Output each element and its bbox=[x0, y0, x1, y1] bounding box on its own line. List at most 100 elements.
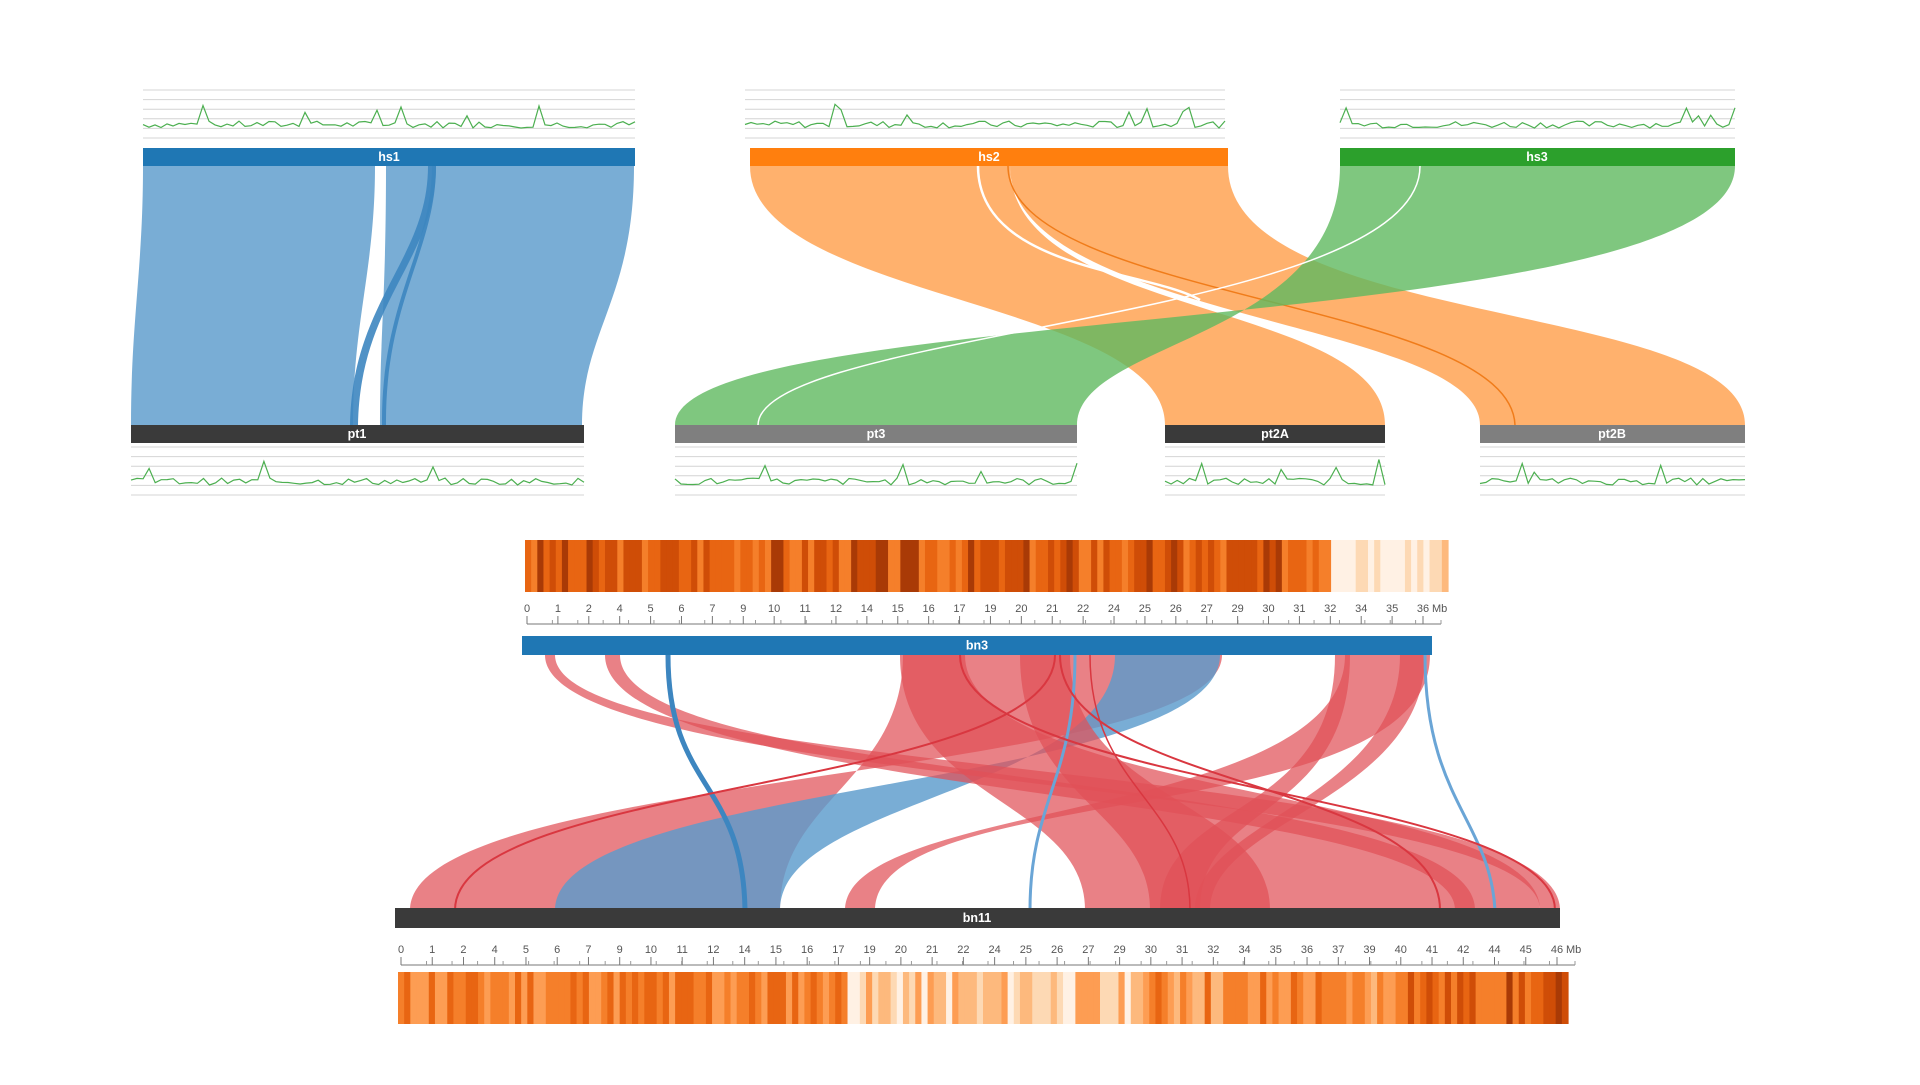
axis-tick-label: 1 bbox=[429, 944, 435, 956]
heatmap-cell bbox=[1017, 540, 1025, 592]
heatmap-cell bbox=[459, 972, 467, 1024]
heatmap-cell bbox=[822, 972, 830, 1024]
heatmap-cell bbox=[764, 540, 772, 592]
heatmap-cell bbox=[986, 540, 994, 592]
axis-tick-label: 10 bbox=[645, 944, 657, 956]
heatmap-cell bbox=[816, 972, 824, 1024]
axis-tick-label: 24 bbox=[1108, 603, 1120, 615]
heatmap-cell bbox=[853, 972, 861, 1024]
heatmap-cell bbox=[1420, 972, 1427, 1024]
track-line bbox=[142, 103, 636, 129]
ribbon-hs2-gap bbox=[976, 165, 1201, 302]
heatmap-cell bbox=[949, 540, 957, 592]
heatmap-cell bbox=[561, 540, 569, 592]
chromosome-label: pt2B bbox=[1598, 427, 1626, 441]
heatmap-cell bbox=[525, 540, 532, 592]
heatmap-cell bbox=[715, 540, 723, 592]
heatmap-cell bbox=[1288, 540, 1295, 592]
heatmap-cell bbox=[742, 972, 750, 1024]
heatmap-cell bbox=[1392, 540, 1400, 592]
heatmap-cell bbox=[792, 972, 799, 1024]
heatmap-cell bbox=[666, 540, 674, 592]
heatmap-cell bbox=[635, 540, 643, 592]
axis-tick-label: 16 bbox=[923, 603, 935, 615]
heatmap-cell bbox=[1469, 972, 1477, 1024]
heatmap-cell bbox=[1337, 540, 1344, 592]
axis-tick-label: 22 bbox=[1077, 603, 1089, 615]
heatmap-cell bbox=[777, 540, 785, 592]
heatmap-cell bbox=[1260, 972, 1267, 1024]
heatmap-cell bbox=[734, 540, 741, 592]
heatmap-cell bbox=[1266, 972, 1274, 1024]
heatmap-cell bbox=[718, 972, 725, 1024]
axis-tick-label: 15 bbox=[892, 603, 904, 615]
heatmap-cell bbox=[1414, 972, 1421, 1024]
heatmap-cell bbox=[404, 972, 411, 1024]
heatmap-cell bbox=[758, 540, 766, 592]
heatmap-cell bbox=[1063, 972, 1070, 1024]
heatmap-cell bbox=[496, 972, 504, 1024]
ribbon-red bbox=[410, 655, 1222, 910]
heatmap-cell bbox=[1426, 972, 1434, 1024]
heatmap-cell bbox=[998, 540, 1006, 592]
chromosome-label: pt2A bbox=[1261, 427, 1289, 441]
heatmap-cell bbox=[1038, 972, 1046, 1024]
heatmap-cell bbox=[888, 540, 895, 592]
heatmap-cell bbox=[983, 972, 990, 1024]
axis-tick-label: 20 bbox=[895, 944, 907, 956]
heatmap-cell bbox=[576, 972, 584, 1024]
heatmap-cell bbox=[955, 540, 963, 592]
axis-tick-label: 10 bbox=[768, 603, 780, 615]
heatmap-cell bbox=[1300, 540, 1308, 592]
heatmap-cell bbox=[783, 540, 791, 592]
axis-tick-label: 39 bbox=[1363, 944, 1375, 956]
axis-tick-label: 14 bbox=[739, 944, 751, 956]
heatmap-cell bbox=[490, 972, 498, 1024]
heatmap-cell bbox=[1103, 540, 1111, 592]
heatmap-cell bbox=[881, 540, 889, 592]
axis-unit-label: Mb bbox=[1432, 603, 1447, 615]
heatmap-cell bbox=[1518, 972, 1526, 1024]
heatmap-cell bbox=[835, 972, 842, 1024]
heatmap-cell bbox=[767, 972, 775, 1024]
heatmap-cell bbox=[586, 540, 594, 592]
heatmap-cell bbox=[502, 972, 510, 1024]
heatmap-cell bbox=[662, 972, 670, 1024]
heatmap-cell bbox=[1029, 540, 1037, 592]
heatmap-cell bbox=[1171, 540, 1178, 592]
heatmap-cell bbox=[1155, 972, 1163, 1024]
heatmap-cell bbox=[1358, 972, 1366, 1024]
track-pt2A bbox=[1164, 446, 1386, 496]
heatmap-cell bbox=[1195, 540, 1203, 592]
ribbon-hs3-line bbox=[757, 165, 1421, 426]
heatmap-cell bbox=[1091, 540, 1098, 592]
heatmap-cell bbox=[964, 972, 972, 1024]
axis-tick-label: 34 bbox=[1355, 603, 1367, 615]
heatmap-cell bbox=[1284, 972, 1292, 1024]
axis-tick-label: 5 bbox=[648, 603, 654, 615]
heatmap-cell bbox=[1189, 540, 1197, 592]
axis-tick-label: 5 bbox=[523, 944, 529, 956]
heatmap-cell bbox=[1134, 540, 1141, 592]
heatmap-cell bbox=[1100, 972, 1107, 1024]
heatmap-cell bbox=[551, 972, 559, 1024]
ribbon-blue-thin bbox=[1028, 654, 1077, 911]
heatmap-cell bbox=[521, 972, 528, 1024]
heatmap-cell bbox=[1054, 540, 1061, 592]
heatmap-cell bbox=[1001, 972, 1009, 1024]
heatmap-cell bbox=[1084, 540, 1092, 592]
heatmap-cell bbox=[1312, 540, 1320, 592]
track-line bbox=[130, 459, 585, 486]
heatmap-cell bbox=[869, 540, 877, 592]
heatmap-cell bbox=[675, 972, 682, 1024]
axis-tick-label: 12 bbox=[830, 603, 842, 615]
heatmap-cell bbox=[654, 540, 661, 592]
heatmap-cell bbox=[1269, 540, 1277, 592]
chromosome-pt2B: pt2B bbox=[1480, 425, 1745, 443]
heatmap-cell bbox=[728, 540, 735, 592]
heatmap-cell bbox=[1531, 972, 1538, 1024]
heatmap-cell bbox=[1555, 972, 1563, 1024]
heatmap-cell bbox=[1432, 972, 1440, 1024]
ribbon-red bbox=[900, 655, 1540, 910]
axis-tick-label: 36 bbox=[1301, 944, 1313, 956]
